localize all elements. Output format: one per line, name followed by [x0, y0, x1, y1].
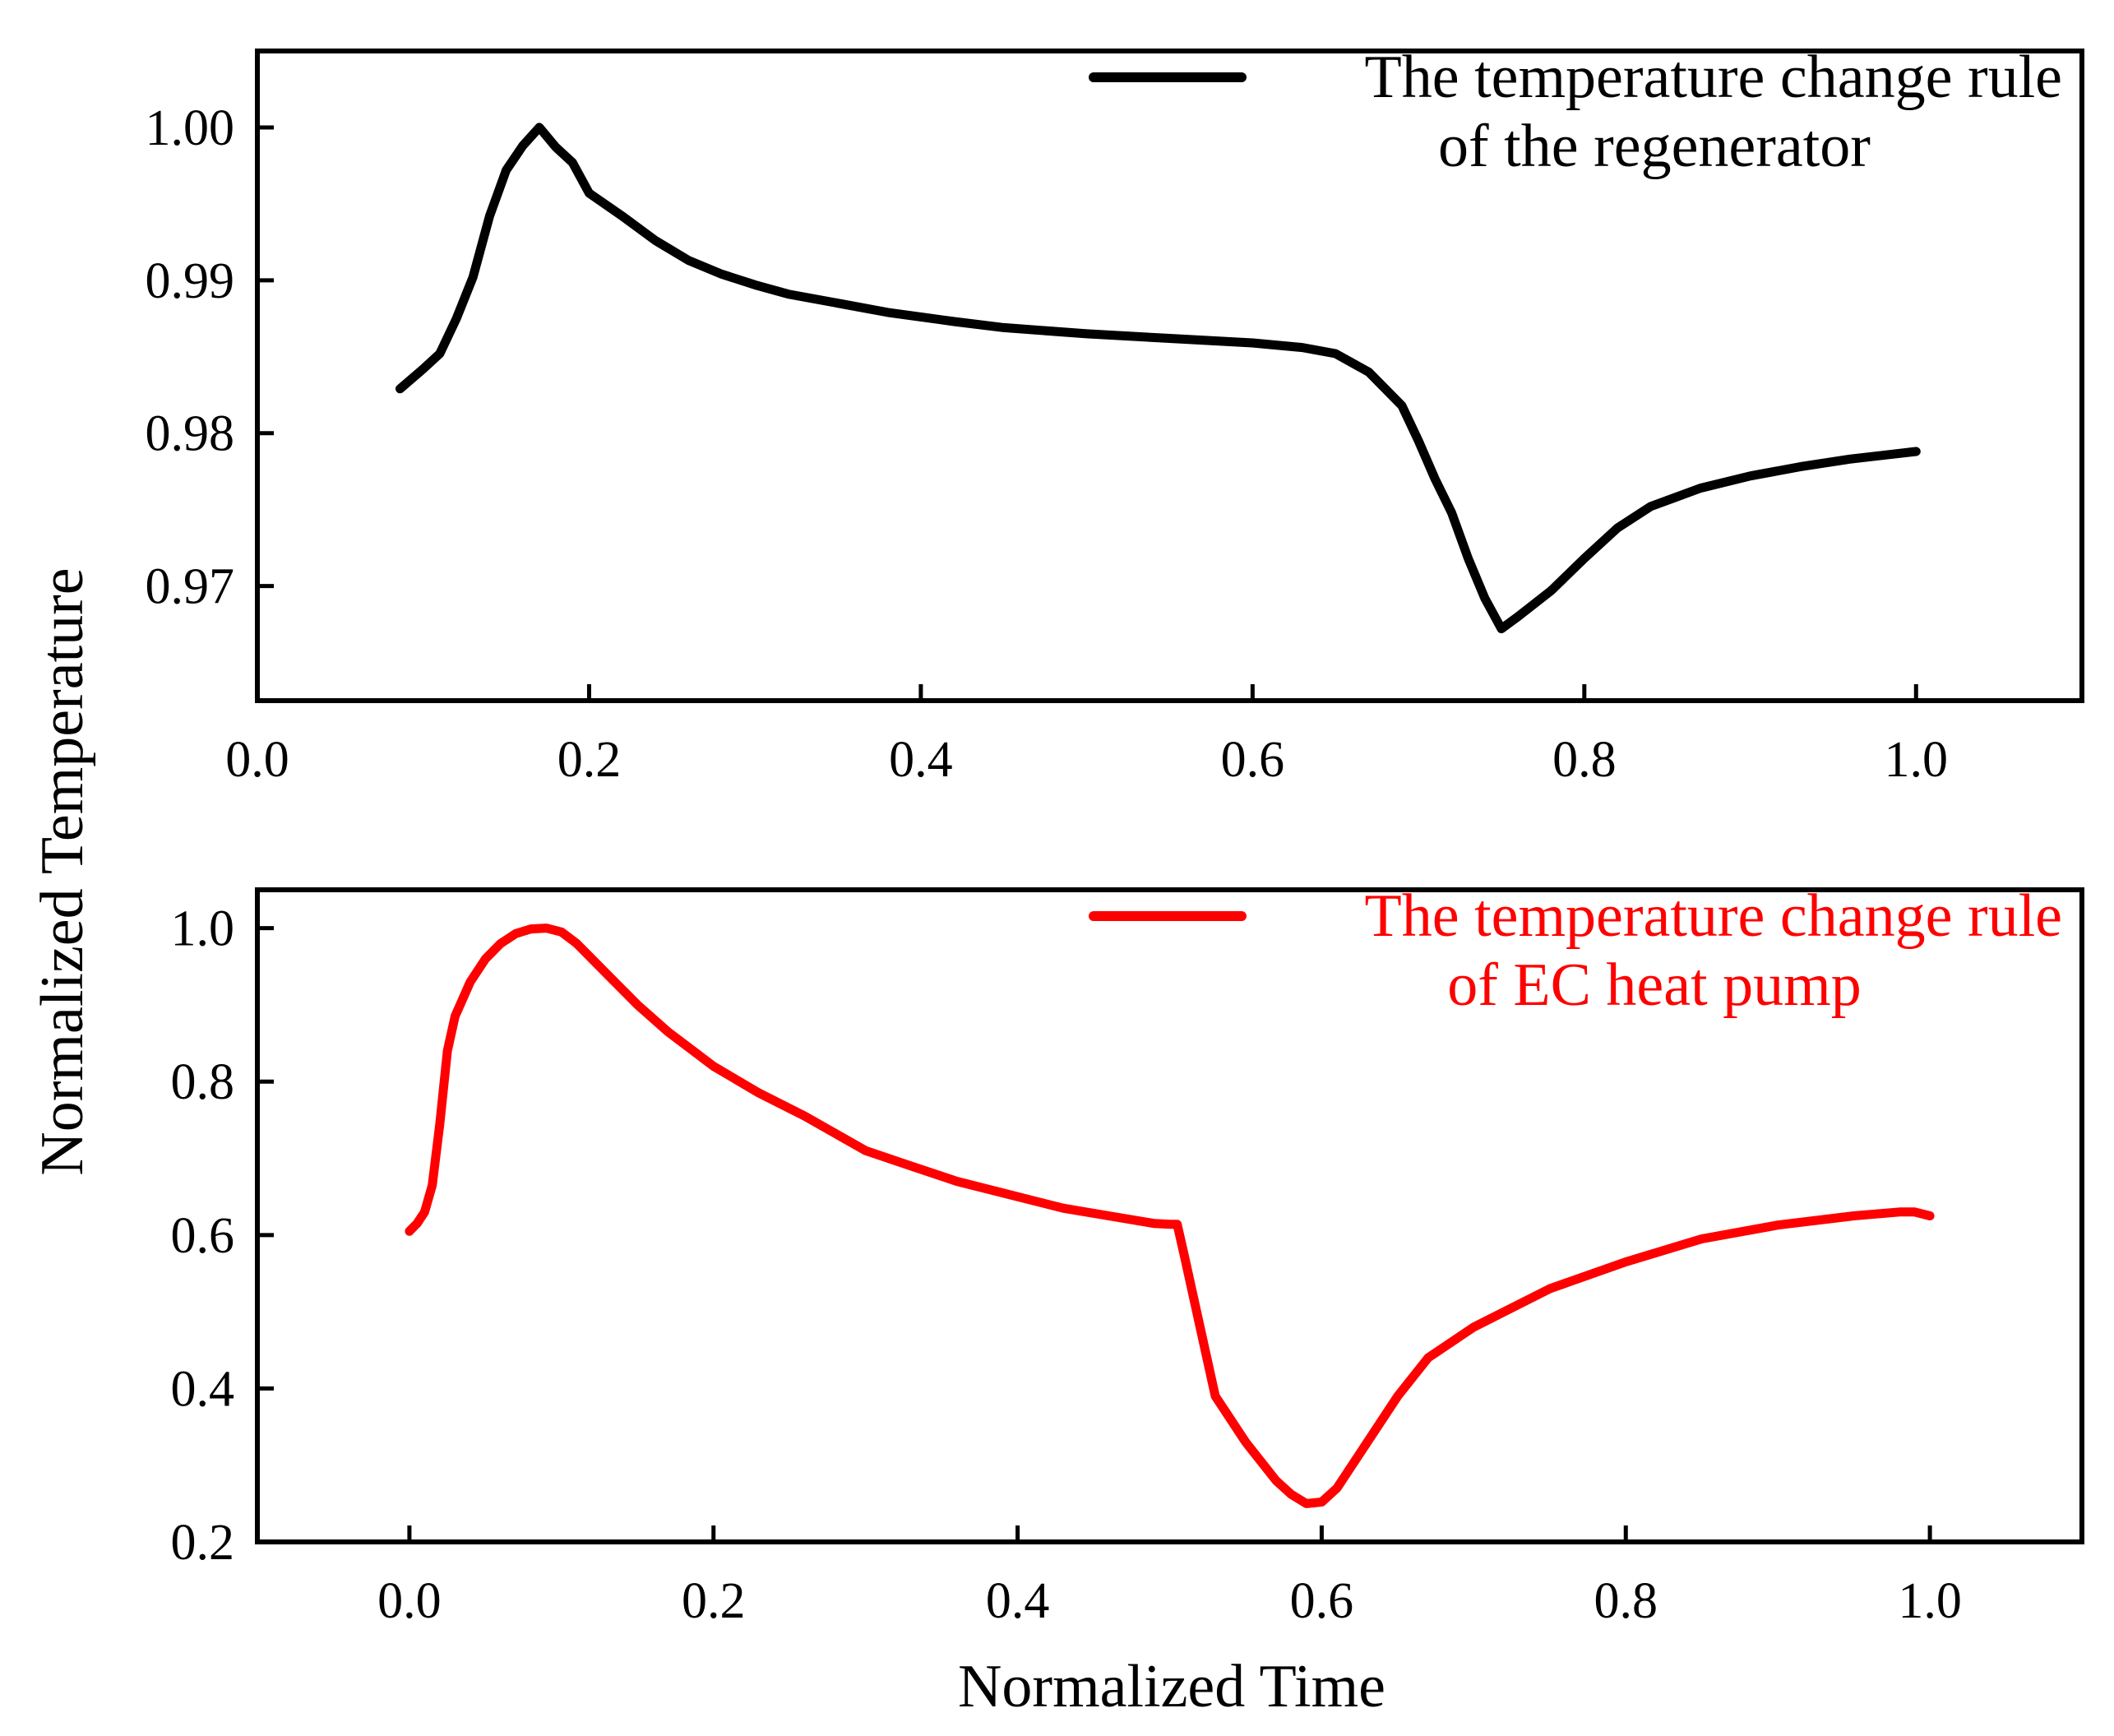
- top-x-tick-label: 0.6: [1221, 732, 1285, 788]
- top-y-tick-label: 0.99: [146, 253, 235, 309]
- y-axis-title: Normalized Temperature: [29, 567, 96, 1175]
- bottom-y-tick-label: 0.6: [171, 1208, 235, 1264]
- bottom-panel-frame: [255, 887, 2084, 1544]
- top-legend: The temperature change rule of the regen…: [1089, 44, 2062, 180]
- top-legend-label-line-2: of the regenerator: [1438, 113, 1871, 180]
- x-axis-title: Normalized Time: [958, 1653, 1385, 1720]
- top-x-tick-label: 1.0: [1885, 732, 1949, 788]
- bottom-y-tick-label: 0.4: [171, 1361, 235, 1417]
- bottom-series-line: [405, 924, 1935, 1508]
- top-y-tick-label: 0.98: [146, 406, 235, 462]
- bottom-y-tick-label: 0.2: [171, 1515, 235, 1571]
- bottom-x-tick-label: 0.6: [1290, 1573, 1354, 1629]
- top-panel-frame: [255, 49, 2084, 703]
- bottom-panel: 0.0 0.2 0.4 0.6 0.8 1.0 0.2 0.4 0.6 0.8 1.0 The te…: [171, 882, 2084, 1629]
- top-x-tick-label: 0.4: [889, 732, 953, 788]
- top-y-tick-label: 1.00: [146, 100, 235, 156]
- bottom-x-tick-label: 0.2: [682, 1573, 746, 1629]
- bottom-x-tick-label: 0.4: [986, 1573, 1050, 1629]
- bottom-x-tick-label: 1.0: [1898, 1573, 1962, 1629]
- bottom-panel-marks: 0.0 0.2 0.4 0.6 0.8 1.0 0.2 0.4 0.6 0.8 1.0: [171, 901, 1962, 1629]
- bottom-legend-label-line-2: of EC heat pump: [1447, 951, 1862, 1019]
- top-legend-label-line-1: The temperature change rule: [1365, 44, 2062, 111]
- bottom-legend: The temperature change rule of EC heat p…: [1089, 882, 2062, 1019]
- bottom-y-tick-label: 0.8: [171, 1054, 235, 1110]
- bottom-x-tick-label: 0.8: [1594, 1573, 1658, 1629]
- top-y-tick-label: 0.97: [146, 559, 235, 615]
- bottom-legend-label-line-1: The temperature change rule: [1365, 882, 2062, 950]
- top-x-tick-label: 0.8: [1552, 732, 1617, 788]
- top-panel: 0.0 0.2 0.4 0.6 0.8 1.0 0.97 0.98 0.99 1.00 The t…: [146, 44, 2084, 788]
- bottom-y-tick-label: 1.0: [171, 901, 235, 957]
- bottom-x-tick-label: 0.0: [377, 1573, 442, 1629]
- top-series-line: [396, 123, 1921, 634]
- top-x-tick-label: 0.2: [557, 732, 622, 788]
- top-x-tick-label: 0.0: [225, 732, 289, 788]
- top-panel-marks: 0.0 0.2 0.4 0.6 0.8 1.0 0.97 0.98 0.99 1.00: [146, 100, 1949, 788]
